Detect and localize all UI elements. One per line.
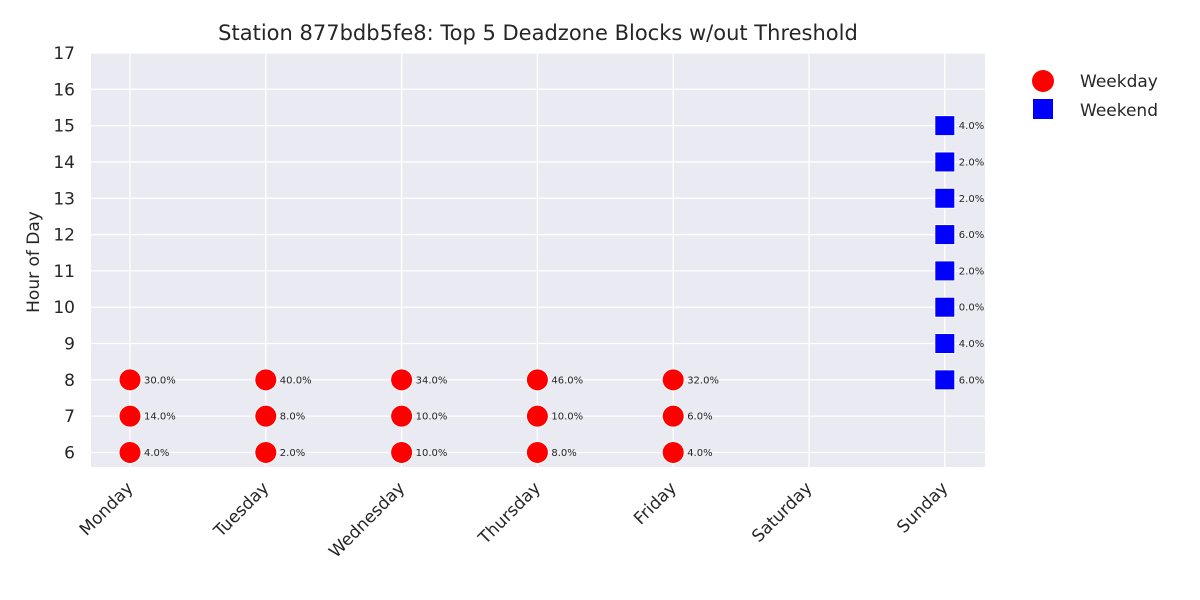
weekday-point [118,440,142,464]
data-label: 4.0% [959,121,984,132]
data-label: 34.0% [416,375,448,386]
weekday-point [390,368,414,392]
weekday-point [118,404,142,428]
x-tick-label: Thursday [474,478,545,549]
data-label: 2.0% [959,157,984,168]
weekday-point [254,404,278,428]
weekday-point [390,440,414,464]
y-tick-label: 17 [53,44,75,64]
weekday-point [525,368,549,392]
data-label: 30.0% [144,375,176,386]
legend-weekend-label: Weekend [1080,101,1158,121]
data-label: 6.0% [959,375,984,386]
data-label: 8.0% [551,448,576,459]
weekend-point [934,296,956,318]
y-tick-labels: 6 7 8 9 10 11 12 13 14 15 16 17 [53,44,75,463]
data-label: 4.0% [144,448,169,459]
y-tick-label: 10 [53,298,75,318]
x-tick-label: Sunday [893,478,952,537]
chart-title: Station 877bdb5fe8: Top 5 Deadzone Block… [218,21,858,45]
weekday-point [661,368,685,392]
weekday-point [118,368,142,392]
data-label: 6.0% [959,230,984,241]
y-tick-label: 15 [53,117,75,137]
y-tick-label: 8 [64,371,75,391]
data-label: 46.0% [551,375,583,386]
x-tick-labels: Monday Tuesday Wednesday Thursday Friday Satu… [76,478,952,562]
legend: Weekday Weekend [1032,70,1158,121]
legend-weekend-marker [1033,99,1053,119]
data-label: 4.0% [959,339,984,350]
data-labels: 30.0% 14.0% 4.0% 40.0% 8.0% 2.0% 34.0% 10.0% 10.… [144,121,984,459]
weekday-point [661,404,685,428]
y-tick-label: 9 [64,335,75,355]
weekend-point [934,224,956,246]
data-label: 2.0% [959,194,984,205]
data-label: 10.0% [551,412,583,423]
data-label: 0.0% [959,303,984,314]
y-axis-label: Hour of Day [24,211,44,313]
y-tick-label: 11 [53,262,75,282]
y-tick-label: 7 [64,407,75,427]
legend-weekday-label: Weekday [1080,72,1158,92]
data-label: 2.0% [959,266,984,277]
weekday-point [254,440,278,464]
y-tick-label: 12 [53,226,75,246]
weekend-point [934,260,956,282]
weekend-point [934,369,956,391]
y-tick-label: 13 [53,189,75,209]
data-label: 14.0% [144,412,176,423]
x-tick-label: Saturday [748,478,816,546]
y-tick-label: 14 [53,153,75,173]
legend-weekday-marker [1032,70,1054,92]
data-label: 40.0% [280,375,312,386]
weekend-point [934,187,956,209]
data-label: 4.0% [687,448,712,459]
x-tick-label: Friday [630,478,681,529]
data-label: 32.0% [687,375,719,386]
x-tick-label: Monday [76,478,138,540]
data-label: 2.0% [280,448,305,459]
weekday-point [390,404,414,428]
weekday-point [661,440,685,464]
weekday-point [525,404,549,428]
data-label: 6.0% [687,412,712,423]
data-marks [118,115,956,464]
weekend-point [934,151,956,173]
weekday-point [254,368,278,392]
weekend-point [934,333,956,355]
y-tick-label: 16 [53,80,75,100]
weekend-point [934,115,956,137]
data-label: 10.0% [416,412,448,423]
data-label: 10.0% [416,448,448,459]
data-label: 8.0% [280,412,305,423]
y-tick-label: 6 [64,443,75,463]
x-tick-label: Wednesday [325,478,409,562]
weekday-point [525,440,549,464]
x-tick-label: Tuesday [210,478,274,542]
